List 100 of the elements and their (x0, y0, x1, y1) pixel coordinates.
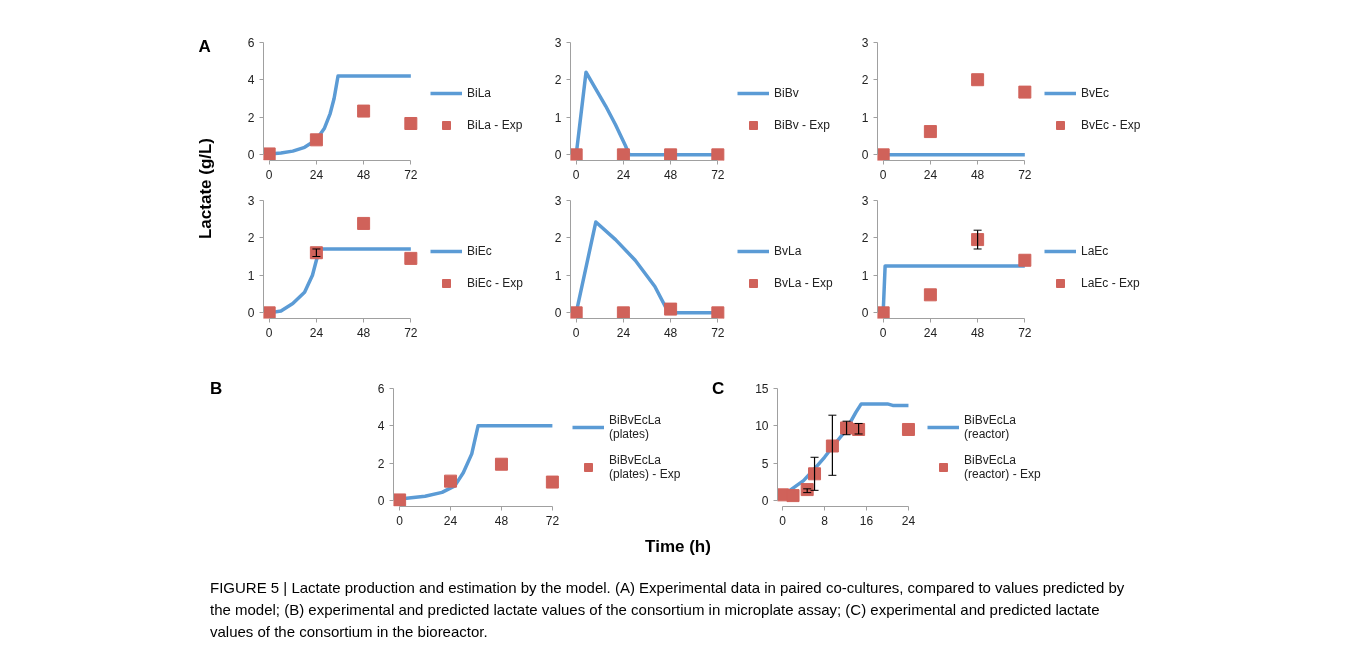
y-tick-label: 6 (377, 381, 385, 396)
x-tick-label: 48 (970, 167, 985, 182)
point (545, 475, 559, 489)
y-tick-label: 1 (861, 110, 869, 125)
x-tick-label: 48 (663, 167, 678, 182)
point (971, 233, 985, 247)
y-tick-label: 2 (554, 73, 562, 88)
x-tick-label: 0 (779, 513, 787, 528)
x-tick-label: 72 (404, 167, 418, 182)
text: B (210, 378, 223, 400)
x-tick-label: 24 (309, 325, 324, 340)
y-tick-label: 2 (247, 110, 255, 125)
caption: FIGURE 5 | Lactate production and estimation by the model. (A) Experimental data in paired co-cultures, compared to values predicted by the model; (B) experimental and predicted lactate values of the consortium in microplate assay; (C) experimental and predicted lactate values of the consortium in the bioreactor. (210, 578, 1126, 642)
legend-label: BiBvEcLa (plates) - Exp (609, 453, 681, 481)
y-tick-label: 2 (861, 231, 869, 246)
x-tick-label: 0 (396, 513, 404, 528)
x-tick-label: 24 (923, 325, 938, 340)
legend-label: BiBvEcLa (reactor) (964, 413, 1017, 441)
x-tick-label: 24 (616, 167, 631, 182)
point (825, 439, 839, 453)
y-tick-label: 0 (861, 306, 869, 321)
legend-label: BiBvEcLa (plates) (609, 413, 662, 441)
point (444, 474, 458, 488)
x-tick-label: 0 (879, 167, 887, 182)
x-tick-label: 0 (879, 325, 887, 340)
y-tick-label: 0 (554, 148, 562, 163)
point (877, 148, 890, 161)
point (808, 467, 822, 481)
legend-label: BvEc (1081, 86, 1110, 100)
point (309, 133, 323, 147)
y-tick-label: 15 (755, 381, 769, 396)
x-tick-label: 0 (572, 167, 580, 182)
legend-label: BiBv (774, 86, 799, 100)
x-axis-title: Time (h) (645, 536, 711, 558)
y-tick-label: 2 (247, 231, 255, 246)
y-tick-label: 3 (247, 193, 255, 208)
y-tick-label: 0 (554, 306, 562, 321)
point (263, 147, 276, 161)
y-tick-label: 0 (761, 494, 769, 509)
y-tick-label: 5 (761, 456, 769, 471)
y-tick-label: 1 (554, 268, 562, 283)
point (923, 288, 937, 302)
legend-label: BiEc - Exp (467, 276, 524, 290)
legend-label: BiLa (467, 86, 492, 100)
legend-label: BiBvEcLa (reactor) - Exp (964, 453, 1041, 481)
point (263, 306, 276, 319)
x-tick-label: 24 (309, 167, 324, 182)
x-tick-label: 24 (901, 513, 916, 528)
x-tick-label: 72 (545, 513, 560, 528)
x-tick-label: 72 (404, 325, 418, 340)
legend-label: BiLa - Exp (467, 118, 523, 132)
legend-label: BiBv - Exp (774, 118, 831, 132)
y-tick-label: 0 (247, 148, 255, 163)
y-tick-label: 3 (554, 193, 562, 208)
y-tick-label: 3 (861, 35, 869, 50)
point (357, 216, 371, 230)
x-tick-label: 48 (970, 325, 985, 340)
point (404, 251, 418, 265)
y-tick-label: 4 (377, 419, 385, 434)
legend-label: BvEc - Exp (1081, 118, 1141, 132)
y-tick-label: 3 (554, 35, 562, 50)
y-tick-label: 6 (247, 35, 255, 50)
x-tick-label: 72 (711, 325, 725, 340)
y-tick-label: 10 (755, 419, 769, 434)
y-tick-label: 1 (247, 268, 255, 283)
x-tick-label: 48 (494, 513, 509, 528)
y-tick-label: 2 (377, 456, 385, 471)
y-tick-label: 0 (247, 306, 255, 321)
x-tick-label: 16 (859, 513, 874, 528)
x-tick-label: 0 (572, 325, 580, 340)
y-tick-label: 1 (554, 110, 562, 125)
point (1018, 85, 1032, 99)
x-tick-label: 72 (1018, 167, 1032, 182)
y-tick-label: 1 (861, 268, 869, 283)
y-tick-label: 2 (861, 73, 869, 88)
point (494, 457, 508, 471)
legend-label: BvLa (774, 244, 802, 258)
y-tick-label: 3 (861, 193, 869, 208)
x-tick-label: 0 (265, 167, 273, 182)
y-tick-label: 0 (377, 494, 385, 509)
point (786, 489, 800, 503)
y-tick-label: 2 (554, 231, 562, 246)
point (971, 73, 985, 87)
point (877, 306, 890, 319)
x-tick-label: 24 (616, 325, 631, 340)
x-tick-label: 48 (663, 325, 678, 340)
x-tick-label: 24 (923, 167, 938, 182)
text: C (712, 378, 725, 400)
legend-label: BiEc (467, 244, 492, 258)
point (393, 493, 407, 507)
point (357, 104, 371, 118)
x-tick-label: 0 (265, 325, 273, 340)
point (923, 125, 937, 139)
legend-label: LaEc - Exp (1081, 276, 1140, 290)
legend-label: LaEc (1081, 244, 1109, 258)
x-tick-label: 48 (356, 167, 371, 182)
point (404, 116, 418, 130)
x-tick-label: 48 (356, 325, 371, 340)
y-tick-label: 4 (247, 73, 255, 88)
x-tick-label: 72 (711, 167, 725, 182)
